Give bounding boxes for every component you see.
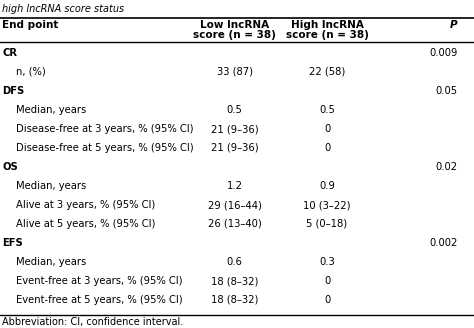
Text: High lncRNA: High lncRNA bbox=[291, 20, 364, 30]
Text: 0.5: 0.5 bbox=[319, 105, 335, 115]
Text: 26 (13–40): 26 (13–40) bbox=[208, 219, 262, 229]
Text: Abbreviation: CI, confidence interval.: Abbreviation: CI, confidence interval. bbox=[2, 317, 183, 327]
Text: CR: CR bbox=[2, 48, 18, 58]
Text: P: P bbox=[450, 20, 457, 30]
Text: 21 (9–36): 21 (9–36) bbox=[211, 124, 258, 134]
Text: 21 (9–36): 21 (9–36) bbox=[211, 143, 258, 153]
Text: 1.2: 1.2 bbox=[227, 181, 243, 191]
Text: Alive at 3 years, % (95% CI): Alive at 3 years, % (95% CI) bbox=[16, 200, 155, 210]
Text: 0.5: 0.5 bbox=[227, 105, 243, 115]
Text: 0.002: 0.002 bbox=[429, 238, 457, 248]
Text: 18 (8–32): 18 (8–32) bbox=[211, 276, 258, 286]
Text: Median, years: Median, years bbox=[16, 257, 86, 267]
Text: 0.02: 0.02 bbox=[435, 162, 457, 172]
Text: 5 (0–18): 5 (0–18) bbox=[307, 219, 347, 229]
Text: Median, years: Median, years bbox=[16, 105, 86, 115]
Text: OS: OS bbox=[2, 162, 18, 172]
Text: Low lncRNA: Low lncRNA bbox=[200, 20, 269, 30]
Text: Event-free at 3 years, % (95% CI): Event-free at 3 years, % (95% CI) bbox=[16, 276, 182, 286]
Text: 0: 0 bbox=[324, 276, 330, 286]
Text: 0: 0 bbox=[324, 295, 330, 305]
Text: EFS: EFS bbox=[2, 238, 23, 248]
Text: Event-free at 5 years, % (95% CI): Event-free at 5 years, % (95% CI) bbox=[16, 295, 182, 305]
Text: 0.05: 0.05 bbox=[435, 86, 457, 96]
Text: Median, years: Median, years bbox=[16, 181, 86, 191]
Text: 0.009: 0.009 bbox=[429, 48, 457, 58]
Text: End point: End point bbox=[2, 20, 59, 30]
Text: 0: 0 bbox=[324, 124, 330, 134]
Text: high lncRNA score status: high lncRNA score status bbox=[2, 4, 125, 14]
Text: 22 (58): 22 (58) bbox=[309, 67, 345, 77]
Text: Disease-free at 3 years, % (95% CI): Disease-free at 3 years, % (95% CI) bbox=[16, 124, 193, 134]
Text: 0.9: 0.9 bbox=[319, 181, 335, 191]
Text: 10 (3–22): 10 (3–22) bbox=[303, 200, 351, 210]
Text: Alive at 5 years, % (95% CI): Alive at 5 years, % (95% CI) bbox=[16, 219, 155, 229]
Text: n, (%): n, (%) bbox=[16, 67, 46, 77]
Text: DFS: DFS bbox=[2, 86, 25, 96]
Text: 0.3: 0.3 bbox=[319, 257, 335, 267]
Text: 0: 0 bbox=[324, 143, 330, 153]
Text: Disease-free at 5 years, % (95% CI): Disease-free at 5 years, % (95% CI) bbox=[16, 143, 193, 153]
Text: 33 (87): 33 (87) bbox=[217, 67, 253, 77]
Text: score (n = 38): score (n = 38) bbox=[286, 30, 368, 40]
Text: 29 (16–44): 29 (16–44) bbox=[208, 200, 262, 210]
Text: score (n = 38): score (n = 38) bbox=[193, 30, 276, 40]
Text: 0.6: 0.6 bbox=[227, 257, 243, 267]
Text: 18 (8–32): 18 (8–32) bbox=[211, 295, 258, 305]
